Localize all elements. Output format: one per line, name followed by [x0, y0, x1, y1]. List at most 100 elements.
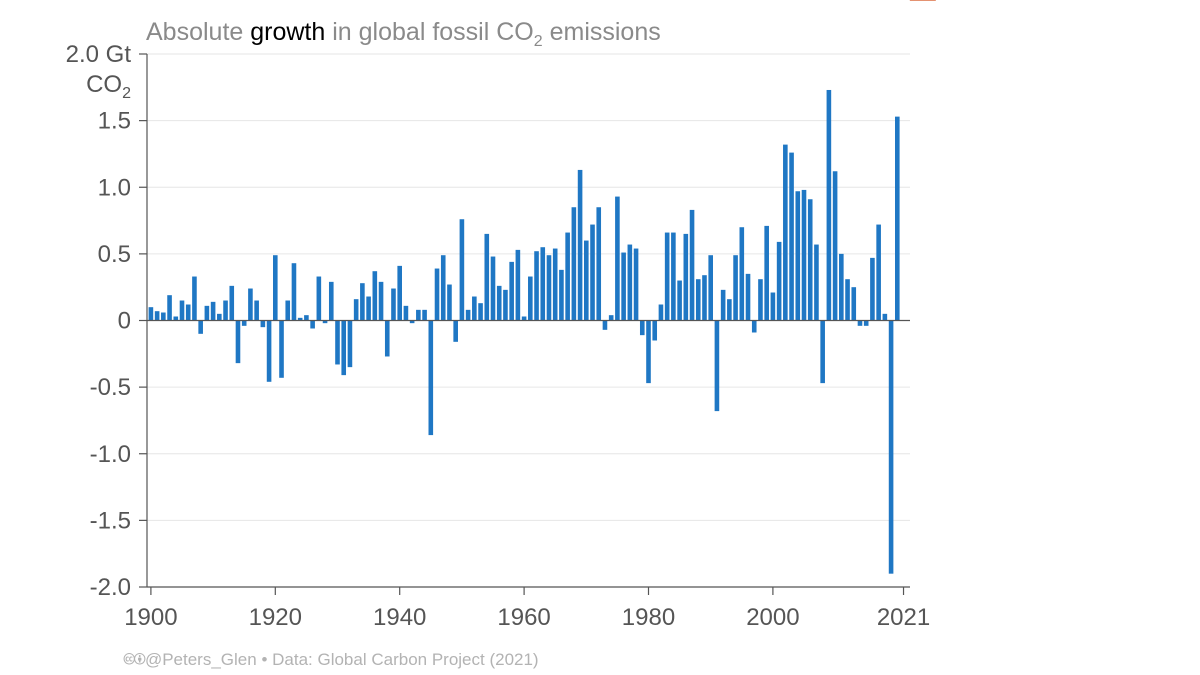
axes — [139, 53, 910, 595]
bar-1976 — [621, 252, 626, 321]
bar-1987 — [689, 209, 695, 321]
bar-1995 — [739, 227, 745, 321]
bar-1975 — [615, 196, 620, 321]
bar-1916 — [248, 288, 253, 321]
bar-1958 — [509, 261, 514, 321]
bar-1940 — [397, 265, 402, 321]
bar-2014 — [857, 320, 863, 326]
bar-1998 — [758, 279, 763, 321]
bar-1917 — [254, 300, 259, 321]
bar-1952 — [472, 296, 477, 321]
bar-1999 — [764, 225, 769, 321]
tick-labels: 1.5 1.0 0.5 0 -0.5 -1.0 -1.5 -2.0 2021 1900 1920 19… — [90, 0, 992, 631]
bar-1961 — [528, 276, 533, 321]
bar-1985 — [677, 280, 682, 321]
bar-1965 — [552, 248, 558, 321]
bar-1993 — [727, 299, 732, 321]
bar-1963 — [540, 247, 546, 321]
bar-1914 — [235, 320, 241, 364]
x-tick-label: 1940 — [373, 604, 426, 631]
bar-1925 — [304, 315, 309, 321]
bar-1938 — [384, 320, 390, 357]
bar-1926 — [310, 320, 315, 329]
bar-1928 — [322, 320, 328, 324]
bar-1962 — [534, 251, 539, 321]
bar-1977 — [627, 244, 633, 321]
bar-1986 — [683, 233, 689, 321]
bar-1932 — [347, 320, 353, 368]
bar-1991 — [714, 320, 720, 412]
bar-1941 — [403, 305, 409, 321]
bar-2011 — [839, 253, 844, 321]
y-tick-label: 0 — [118, 308, 131, 335]
footer-source: Data: Global Carbon Project (2021) — [272, 650, 539, 669]
bar-1957 — [503, 289, 508, 321]
bar-1994 — [733, 255, 738, 321]
bar-1902 — [161, 312, 166, 321]
bar-1968 — [571, 207, 577, 321]
bar-1908 — [198, 320, 203, 334]
bar-1904 — [173, 316, 179, 321]
bar-1967 — [565, 232, 570, 321]
bar-1990 — [708, 255, 713, 321]
bar-1942 — [409, 320, 415, 324]
x-tick-label: 2021 — [877, 604, 930, 631]
bar-1922 — [285, 300, 291, 321]
bar-1955 — [490, 256, 496, 321]
bar-1969 — [577, 169, 583, 321]
y-axis-unit-label: 2.0 Gt — [66, 41, 132, 68]
bar-2003 — [789, 152, 794, 321]
bar-2017 — [876, 224, 881, 321]
bar-2000 — [770, 292, 776, 321]
bar-1911 — [217, 313, 222, 321]
bar-1983 — [664, 232, 670, 321]
bar-2001 — [776, 241, 782, 321]
bar-1900 — [148, 307, 154, 321]
creative-commons-icon: 🅭🅯 — [124, 650, 145, 669]
bar-2013 — [851, 287, 857, 321]
y-tick-label: -2.0 — [90, 574, 131, 601]
x-tick-label: 1920 — [249, 604, 302, 631]
bar-1909 — [204, 305, 210, 321]
bar-1989 — [702, 275, 707, 321]
bar-1937 — [378, 281, 384, 321]
bar-2018 — [882, 313, 888, 321]
chart-title: Absolute growth in global fossil CO2 emi… — [146, 18, 661, 50]
bar-2015 — [863, 320, 869, 326]
bar-1988 — [695, 279, 701, 321]
bar-1956 — [496, 285, 502, 321]
bar-1944 — [422, 309, 427, 321]
bar-1992 — [720, 289, 726, 321]
bar-1982 — [658, 304, 664, 321]
bar-1935 — [366, 296, 371, 321]
bar-2005 — [801, 189, 807, 321]
y-tick-label: -1.0 — [90, 441, 131, 468]
bar-2010 — [832, 171, 838, 321]
bar-1920 — [273, 255, 278, 321]
bar-1939 — [391, 288, 396, 321]
bar-1970 — [584, 240, 589, 321]
bar-1966 — [559, 269, 564, 321]
y-tick-label: -0.5 — [90, 374, 131, 401]
bar-1973 — [602, 320, 608, 330]
bar-1978 — [633, 248, 639, 321]
bar-1997 — [751, 320, 757, 333]
bar-1984 — [671, 232, 676, 321]
bar-1954 — [484, 233, 490, 321]
bar-2006 — [807, 199, 813, 321]
bar-1996 — [745, 273, 751, 321]
bar-2019 — [888, 320, 894, 574]
bar-1979 — [639, 320, 645, 336]
bar-1947 — [440, 255, 446, 321]
bar-1971 — [590, 224, 595, 321]
footer-credit: 🅭🅯@Peters_Glen • Data: Global Carbon Pro… — [124, 650, 539, 671]
bar-1945 — [428, 320, 434, 436]
footer-separator: • — [261, 650, 268, 669]
bar-1936 — [372, 271, 378, 321]
y-tick-label: 1.5 — [98, 108, 131, 135]
bar-2020 — [895, 116, 900, 321]
bar-1906 — [185, 304, 191, 321]
x-tick-label: 2000 — [746, 604, 799, 631]
bar-1905 — [179, 300, 185, 321]
